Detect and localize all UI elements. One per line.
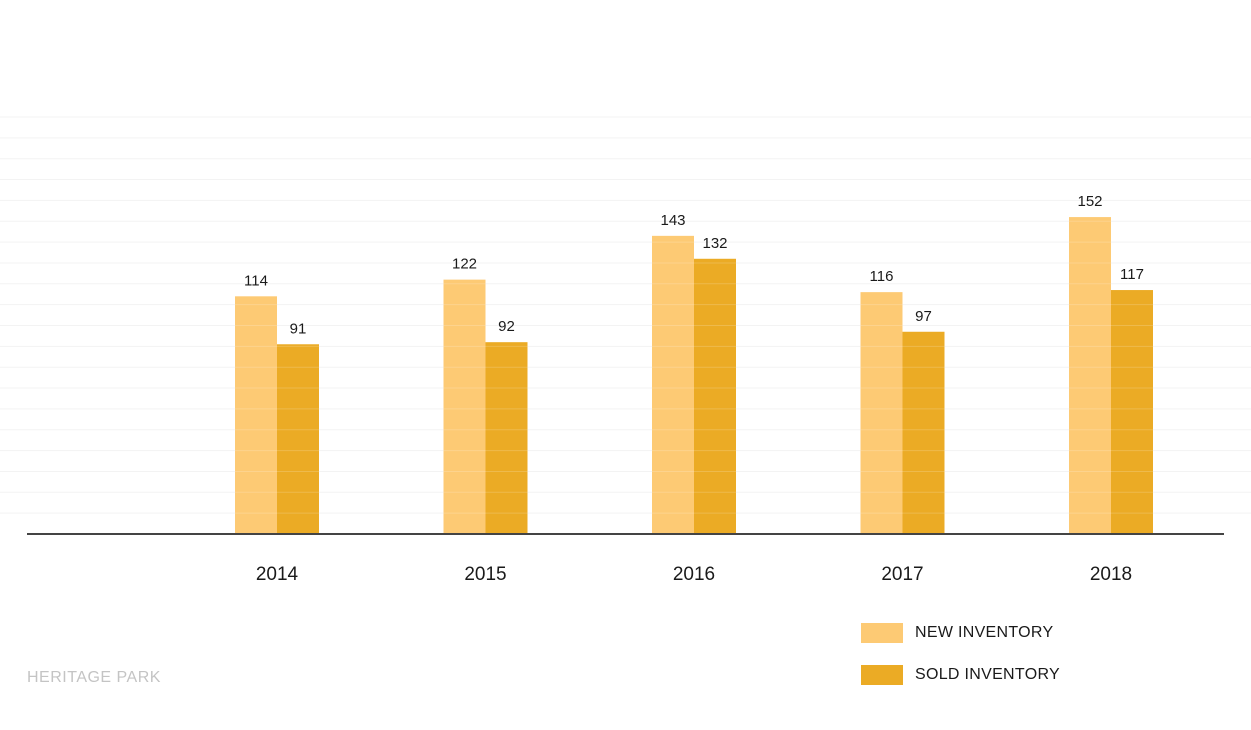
value-label-new-2017: 116 — [870, 268, 894, 285]
value-label-new-2016: 143 — [660, 212, 685, 229]
bar-sold-2018 — [1111, 290, 1153, 534]
gridlines — [0, 116, 1251, 514]
x-tick-label-2014: 2014 — [256, 564, 299, 585]
legend-swatch-new-inventory — [861, 623, 903, 643]
bars-group — [235, 217, 1153, 534]
x-tick-label-2018: 2018 — [1090, 564, 1132, 585]
value-label-sold-2018: 117 — [1120, 266, 1144, 283]
value-label-sold-2017: 97 — [915, 308, 932, 325]
bar-new-2018 — [1069, 217, 1111, 534]
value-label-new-2014: 114 — [244, 272, 268, 289]
legend-item-new-inventory: NEW INVENTORY — [861, 622, 1060, 644]
bar-sold-2015 — [485, 342, 528, 534]
bar-sold-2016 — [694, 258, 736, 534]
bar-new-2014 — [235, 296, 277, 534]
value-label-sold-2016: 132 — [702, 235, 727, 252]
legend: NEW INVENTORY SOLD INVENTORY — [861, 622, 1060, 706]
bar-new-2016 — [652, 235, 694, 534]
bar-sold-2017 — [902, 331, 945, 534]
legend-label-new-inventory: NEW INVENTORY — [915, 624, 1054, 641]
value-label-new-2018: 152 — [1077, 193, 1102, 210]
x-tick-label-2015: 2015 — [464, 564, 506, 585]
bar-new-2017 — [860, 292, 903, 534]
legend-label-sold-inventory: SOLD INVENTORY — [915, 666, 1060, 683]
bar-new-2015 — [443, 279, 486, 534]
footer-brand: HERITAGE PARK — [27, 669, 161, 686]
legend-item-sold-inventory: SOLD INVENTORY — [861, 664, 1060, 686]
bar-sold-2014 — [277, 344, 319, 534]
value-label-sold-2015: 92 — [498, 318, 515, 335]
x-tick-labels-group: 2014 2015 2016 2017 2018 — [256, 564, 1132, 585]
x-tick-label-2016: 2016 — [673, 564, 715, 585]
value-label-sold-2014: 91 — [290, 320, 307, 337]
value-labels-group: 114 91 122 92 143 132 116 97 152 117 — [244, 193, 1144, 337]
x-tick-label-2017: 2017 — [881, 564, 923, 585]
value-label-new-2015: 122 — [452, 256, 477, 273]
legend-swatch-sold-inventory — [861, 665, 903, 685]
